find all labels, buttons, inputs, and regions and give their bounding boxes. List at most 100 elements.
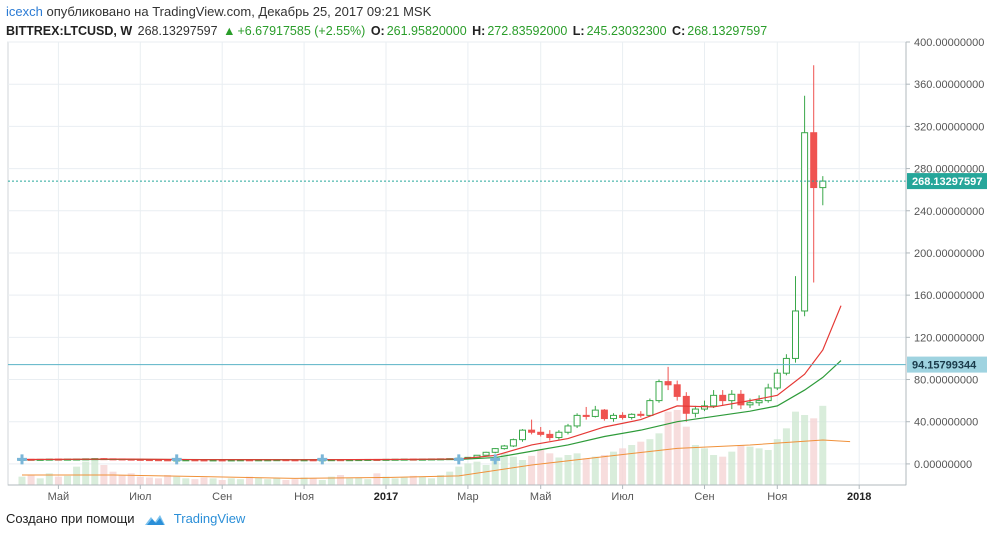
last-price: 268.13297597 — [137, 24, 218, 38]
volume-bar — [719, 456, 727, 485]
created-with-label: Создано при помощи — [6, 511, 135, 526]
footer: Создано при помощи TradingView — [6, 511, 245, 527]
time-tick-label: Ноя — [294, 491, 314, 503]
volume-bar — [364, 479, 372, 485]
price-tick-label: 320.00000000 — [914, 121, 984, 133]
candle-body — [610, 414, 617, 420]
volume-bar — [491, 460, 499, 485]
volume-bar — [792, 411, 799, 485]
volume-bar — [318, 480, 326, 485]
current-price-tag: 268.13297597 — [912, 176, 982, 188]
plot-area[interactable] — [7, 41, 907, 486]
author-link[interactable]: icexch — [6, 4, 43, 19]
price-tick-label: 200.00000000 — [914, 248, 984, 260]
volume-bar — [337, 475, 344, 485]
candle-body — [519, 429, 526, 441]
horizontal-lines — [8, 180, 906, 366]
volume-bar — [664, 411, 672, 485]
volume-bar — [610, 451, 617, 485]
volume-bar — [300, 477, 308, 485]
volume-bar — [655, 433, 663, 485]
volume-bar — [482, 465, 490, 485]
volume-bar — [391, 478, 399, 485]
candle-body — [646, 400, 654, 416]
volume-bar — [382, 476, 390, 485]
price-tick-label: 40.00000000 — [914, 417, 978, 429]
volume-bar — [673, 410, 681, 485]
candle-body — [573, 414, 581, 427]
volume-bar — [437, 475, 445, 485]
publication-line: icexch опубликовано на TradingView.com, … — [6, 3, 431, 21]
volume-bar — [255, 477, 263, 485]
volume-bar — [136, 476, 144, 485]
volume-bar — [64, 475, 71, 485]
price-tick-label: 160.00000000 — [914, 290, 984, 302]
volume-bar — [155, 478, 162, 485]
volume-bar — [127, 473, 135, 485]
volume-bar — [519, 460, 526, 485]
volume-bar — [737, 445, 745, 485]
candle-body — [528, 429, 536, 433]
volume-bar — [600, 455, 608, 485]
volume-bar — [36, 478, 44, 485]
candle-body — [591, 409, 599, 417]
volume-bar — [418, 476, 426, 485]
time-axis[interactable]: Май Июл Сен Ноя 2017 Мар Май Июл Сен Ноя 2018 — [48, 485, 872, 503]
volume-bar — [164, 475, 172, 485]
volume-bar — [236, 479, 244, 485]
chart-header: icexch опубликовано на TradingView.com, … — [6, 3, 986, 43]
candle-body — [773, 372, 781, 389]
candle-body — [810, 132, 818, 189]
volume-bar — [564, 455, 572, 485]
volume-bar — [782, 428, 790, 485]
volume-bar — [209, 478, 217, 485]
volume-bar — [27, 475, 35, 485]
volume-bar — [246, 476, 253, 485]
volume-bar — [764, 450, 772, 485]
high-label: H: — [472, 24, 486, 38]
candle-body — [582, 414, 590, 417]
current-price-tag-bg — [907, 173, 987, 190]
candle-body — [737, 393, 745, 406]
candle-body — [564, 425, 572, 433]
candle-body — [691, 408, 699, 414]
candle-body — [628, 413, 636, 418]
volume-bar — [346, 478, 354, 485]
candle-body — [655, 381, 663, 402]
candle-body — [619, 414, 627, 418]
candle-body — [482, 451, 490, 456]
candle-body — [509, 439, 517, 447]
price-tick-label: 400.00000000 — [914, 37, 984, 49]
volume-bar — [591, 456, 599, 485]
price-axis[interactable]: 0.00000000 40.00000000 80.00000000 120.0000… — [906, 37, 987, 471]
candle-body — [664, 381, 672, 386]
time-tick-label: Сен — [694, 491, 714, 503]
price-tick-label: 240.00000000 — [914, 206, 984, 218]
level-price-tag: 94.15799344 — [912, 360, 977, 372]
volume-bar — [182, 478, 190, 485]
time-tick-label: Май — [48, 491, 70, 503]
time-tick-label: 2018 — [847, 491, 871, 503]
low-value: 245.23032300 — [586, 24, 667, 38]
price-chart[interactable]: 0.00000000 40.00000000 80.00000000 120.0000… — [0, 0, 996, 505]
brand-link[interactable]: TradingView — [173, 511, 246, 526]
volume-bar — [200, 477, 208, 485]
candle-body — [491, 448, 499, 453]
candle-body — [682, 395, 690, 414]
volume-bar — [628, 445, 636, 485]
candle-body — [637, 413, 645, 416]
volume-bar — [373, 473, 381, 485]
volume-bar — [691, 445, 699, 485]
event-markers — [17, 454, 501, 465]
volume-moving-average — [22, 439, 851, 479]
volume-bar — [646, 439, 654, 485]
volume-bar — [701, 448, 708, 485]
candle-body — [819, 180, 827, 189]
volume-bar — [773, 439, 781, 485]
moving-averages — [21, 305, 842, 461]
volume-bar — [446, 471, 454, 485]
close-label: C: — [672, 24, 686, 38]
time-tick-label: Сен — [212, 491, 232, 503]
price-tick-label: 120.00000000 — [914, 332, 984, 344]
candle-body — [710, 394, 718, 407]
